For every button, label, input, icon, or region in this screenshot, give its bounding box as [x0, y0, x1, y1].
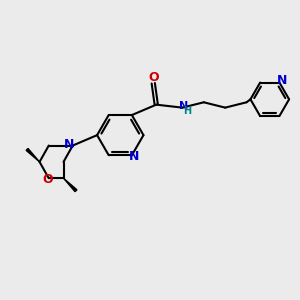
Text: N: N — [179, 101, 188, 111]
Text: O: O — [42, 172, 52, 186]
Text: N: N — [129, 150, 140, 163]
Polygon shape — [64, 178, 77, 192]
Polygon shape — [26, 148, 40, 162]
Text: N: N — [277, 74, 287, 87]
Text: O: O — [148, 71, 159, 84]
Text: H: H — [183, 106, 191, 116]
Text: N: N — [64, 138, 74, 151]
